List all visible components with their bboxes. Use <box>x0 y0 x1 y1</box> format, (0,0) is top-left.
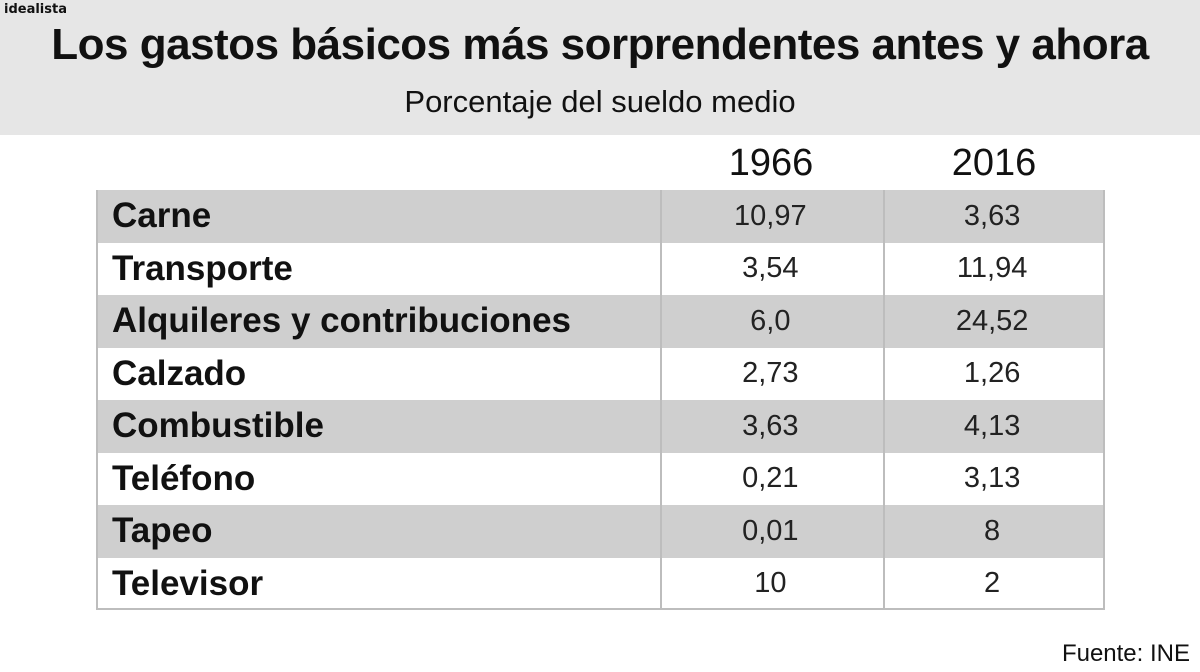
row-label: Combustible <box>112 406 324 446</box>
table-row: Televisor 10 2 <box>98 558 1103 611</box>
table-row: Tapeo 0,01 8 <box>98 505 1103 558</box>
table-cell-1966: 3,54 <box>742 252 799 285</box>
table-cell-1966: 0,01 <box>742 514 799 547</box>
column-header-2016: 2016 <box>951 142 1037 184</box>
column-divider <box>660 190 662 608</box>
table-cell-2016: 3,63 <box>963 199 1021 232</box>
table-cell-2016: 8 <box>984 514 1001 547</box>
table-cell-2016: 2 <box>984 567 1001 600</box>
row-label: Teléfono <box>112 458 256 498</box>
row-label: Transporte <box>112 248 293 288</box>
row-label: Tapeo <box>112 511 213 551</box>
row-label: Televisor <box>112 563 264 603</box>
table-row: Transporte 3,54 11,94 <box>98 243 1103 296</box>
chart-subtitle: Porcentaje del sueldo medio <box>404 84 796 119</box>
header: idealista Los gastos básicos más sorpren… <box>0 0 1200 135</box>
table-cell-2016: 11,94 <box>956 252 1028 285</box>
table-cell-1966: 10,97 <box>734 199 807 232</box>
row-label: Carne <box>112 196 212 236</box>
table-cell-2016: 4,13 <box>963 409 1021 442</box>
table-row: Alquileres y contribuciones 6,0 24,52 <box>98 295 1103 348</box>
table-cell-2016: 1,26 <box>963 357 1021 390</box>
table-row: Combustible 3,63 4,13 <box>98 400 1103 453</box>
row-label: Calzado <box>112 353 247 393</box>
table-cell-1966: 3,63 <box>742 409 799 442</box>
table-cell-1966: 0,21 <box>742 462 799 495</box>
table-cell-1966: 6,0 <box>750 304 791 337</box>
table-cell-2016: 3,13 <box>963 462 1021 495</box>
row-label: Alquileres y contribuciones <box>112 301 571 341</box>
chart-title: Los gastos básicos más sorprendentes ant… <box>51 20 1149 69</box>
brand-logo: idealista <box>4 2 67 17</box>
table-row: Carne 10,97 3,63 <box>98 190 1103 243</box>
table-cell-1966: 10 <box>754 567 787 600</box>
source-note: Fuente: INE <box>1061 640 1190 667</box>
data-table: Televisor 10 2 Tapeo 0,01 8 Teléfono 0,21 3,13 Co… <box>96 190 1105 610</box>
table-cell-2016: 24,52 <box>955 304 1029 337</box>
table-cell-1966: 2,73 <box>742 357 799 390</box>
column-divider <box>883 190 885 608</box>
column-header-1966: 1966 <box>728 142 814 184</box>
table-row: Calzado 2,73 1,26 <box>98 348 1103 401</box>
table-row: Teléfono 0,21 3,13 <box>98 453 1103 506</box>
